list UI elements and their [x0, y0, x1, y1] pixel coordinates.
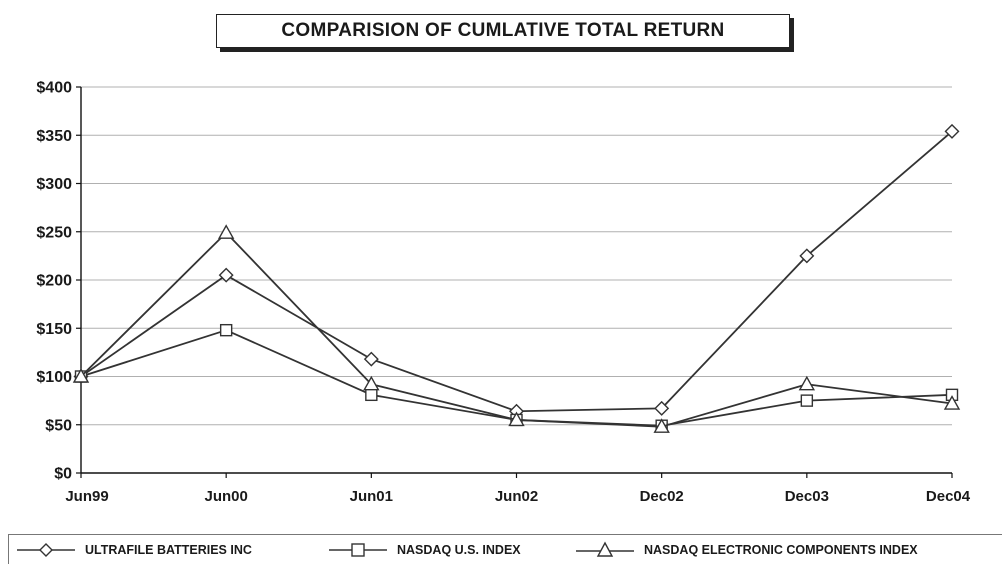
diamond-point [799, 248, 815, 264]
series-group [72, 123, 961, 433]
y-tick-label: $0 [54, 466, 72, 483]
triangle-point [508, 411, 525, 427]
legend-item-ultrafile: ULTRAFILE BATTERIES INC [17, 541, 252, 559]
y-tick-label: $350 [36, 128, 72, 145]
triangle-point [653, 418, 670, 433]
square-point [365, 388, 378, 402]
gridlines [81, 86, 952, 426]
series-line [80, 231, 953, 428]
triangle-point [943, 395, 961, 410]
diamond-point [363, 351, 379, 367]
square-point [219, 323, 233, 337]
x-axis-ticks: Jun99 Jun00 Jun01 Jun02 Dec02 Dec03 Dec04 [65, 473, 971, 505]
diamond-marker-icon [17, 543, 75, 557]
x-tick-label: Jun99 [65, 488, 108, 505]
y-tick-label: $50 [45, 417, 72, 434]
square-marker-icon [329, 543, 387, 557]
x-tick-label: Dec04 [926, 488, 971, 505]
legend: ULTRAFILE BATTERIES INC NASDAQ U.S. INDE… [8, 534, 1002, 564]
y-tick-label: $100 [36, 369, 72, 386]
triangle-marker-icon [576, 541, 634, 557]
x-tick-label: Dec03 [785, 488, 829, 505]
diamond-point [218, 267, 234, 283]
y-tick-label: $150 [36, 321, 72, 338]
square-point [800, 394, 814, 407]
chart-title-box: COMPARISION OF CUMLATIVE TOTAL RETURN [216, 14, 790, 48]
triangle-point [363, 375, 380, 391]
y-tick-label: $300 [36, 176, 72, 193]
legend-label-ultrafile: ULTRAFILE BATTERIES INC [85, 543, 252, 557]
series-diamond [73, 123, 960, 419]
chart-title: COMPARISION OF CUMLATIVE TOTAL RETURN [281, 20, 725, 41]
legend-label-nasdaq-us: NASDAQ U.S. INDEX [397, 543, 521, 557]
x-tick-label: Jun00 [204, 488, 247, 505]
triangle-point [72, 368, 90, 383]
x-tick-label: Jun02 [495, 488, 538, 505]
y-axis-ticks: $0 $50 $100 $150 $200 $250 $300 $350 $400 [36, 80, 81, 483]
diamond-point [654, 400, 670, 416]
legend-item-nasdaq-electronic: NASDAQ ELECTRONIC COMPONENTS INDEX [576, 541, 918, 559]
x-tick-label: Dec02 [640, 488, 684, 505]
series-triangle [72, 224, 961, 433]
legend-label-nasdaq-electronic: NASDAQ ELECTRONIC COMPONENTS INDEX [644, 543, 918, 557]
triangle-point [217, 224, 235, 239]
series-line [80, 130, 953, 413]
x-tick-label: Jun01 [350, 488, 393, 505]
y-tick-label: $250 [36, 224, 72, 241]
triangle-point [798, 375, 816, 391]
legend-item-nasdaq-us: NASDAQ U.S. INDEX [329, 541, 521, 559]
y-tick-label: $400 [36, 80, 72, 97]
y-tick-label: $200 [36, 273, 72, 290]
diamond-point [944, 123, 960, 139]
